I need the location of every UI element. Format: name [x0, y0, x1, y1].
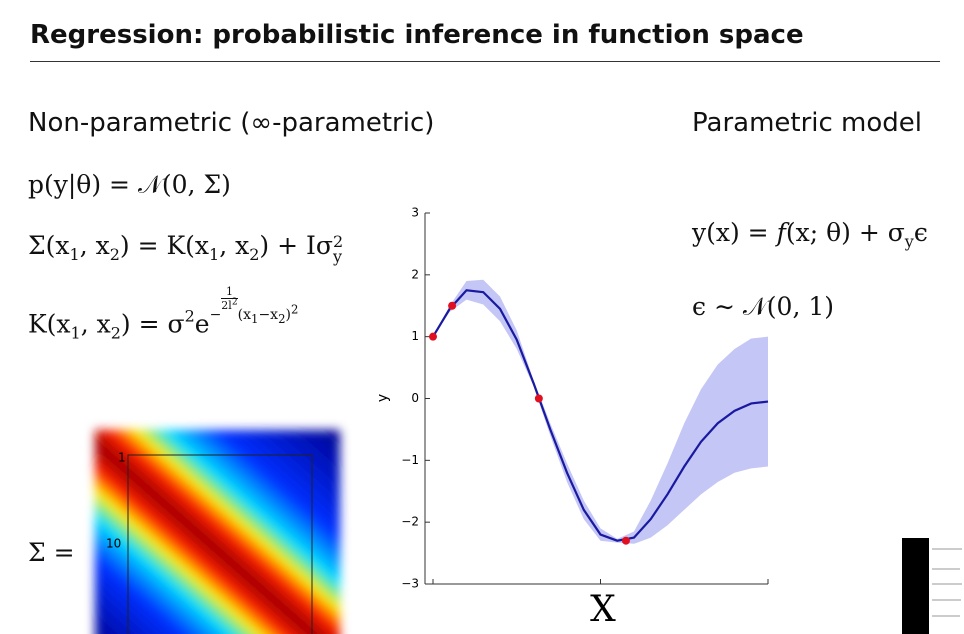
equation: Σ(x1, x2) = K(x1, x2) + Iσ2 y — [28, 231, 344, 266]
eq-part: 2 — [290, 302, 299, 316]
eq-part: 1 — [70, 323, 81, 343]
eq-part: 1 — [69, 245, 80, 264]
eq-part: f — [776, 218, 786, 247]
data-point — [429, 332, 437, 341]
x-axis-label: X — [590, 589, 616, 630]
left-heading: Non-parametric (∞-parametric) — [28, 108, 435, 138]
fraction: 1 2l2 — [221, 285, 238, 312]
eq-part: 2 — [249, 245, 260, 264]
equation: p(y|θ) = 𝒩(0, Σ) — [28, 170, 231, 200]
eq-part: 2 — [184, 306, 195, 326]
data-point — [534, 394, 543, 403]
y-tick-label: 3 — [411, 206, 419, 220]
y-tick-label: 2 — [411, 267, 419, 281]
eq-part: − — [209, 306, 222, 323]
eq-part: 2 — [278, 311, 286, 326]
right-heading: Parametric model — [692, 108, 923, 138]
eq-part: −x — [258, 306, 279, 323]
thumbnail-lines — [932, 548, 962, 617]
eq-part: ) = σ — [120, 309, 185, 339]
mean-line — [432, 289, 769, 542]
data-point — [448, 301, 457, 310]
exponent: −1 2l2(x1−x2)2 — [209, 286, 299, 326]
eq-part: , x — [80, 309, 111, 339]
eq-part: ϵ ∼ 𝒩(0, 1) — [692, 292, 835, 321]
eq-part: y — [904, 232, 914, 251]
y-tick-label: 1 — [411, 329, 419, 343]
eq-part: 2 — [332, 232, 344, 251]
eq-part: (x — [237, 306, 252, 323]
eq-part: ) — [285, 306, 291, 323]
eq-part: p(y|θ) = 𝒩(0, Σ) — [28, 170, 231, 199]
eq-part: 2 — [231, 296, 238, 307]
eq-part: 2l — [221, 298, 232, 312]
plot: 3 2 1 0 −1 −2 −3 y X — [375, 206, 769, 630]
eq-part: ) + Iσ — [259, 231, 333, 260]
eq-part: 1 — [209, 245, 220, 264]
sigma-label: Σ = — [28, 538, 75, 567]
eq-part: 1 — [225, 285, 233, 298]
eq-part: , x — [219, 231, 250, 260]
eq-part: (x; θ) + σ — [785, 218, 905, 247]
eq-part: Σ(x — [28, 231, 70, 260]
eq-part: e — [194, 309, 210, 339]
matrix-tick: 10 — [106, 537, 121, 551]
y-tick-label: 0 — [411, 391, 419, 405]
slide-title: Regression: probabilistic inference in f… — [30, 20, 804, 50]
equation: y(x) = f(x; θ) + σyϵ — [692, 218, 928, 251]
eq-part: y — [332, 247, 342, 266]
confidence-band — [433, 279, 768, 544]
y-tick-label: −3 — [401, 577, 419, 591]
y-tick-label: −2 — [401, 515, 419, 529]
thumbnail-slide — [929, 538, 964, 634]
eq-part: 2 — [109, 245, 120, 264]
eq-part: K(x — [28, 309, 71, 339]
title-rule — [30, 61, 940, 62]
eq-part: y(x) = — [692, 218, 777, 247]
equation: K(x1, x2) = σ2e−1 2l2(x1−x2)2 — [28, 286, 299, 343]
eq-part: , x — [79, 231, 110, 260]
covariance-image — [95, 430, 340, 634]
eq-part: 2 — [110, 323, 121, 343]
equation: ϵ ∼ 𝒩(0, 1) — [692, 292, 834, 322]
matrix-tick: 1 — [118, 451, 126, 465]
eq-part: 1 — [251, 311, 259, 326]
data-point — [621, 536, 630, 545]
matrix-axes — [127, 454, 313, 634]
y-axis-label: y — [375, 394, 391, 402]
eq-part: ) = K(x — [119, 231, 210, 260]
y-tick-label: −1 — [401, 453, 419, 467]
eq-part: ϵ — [913, 218, 928, 247]
